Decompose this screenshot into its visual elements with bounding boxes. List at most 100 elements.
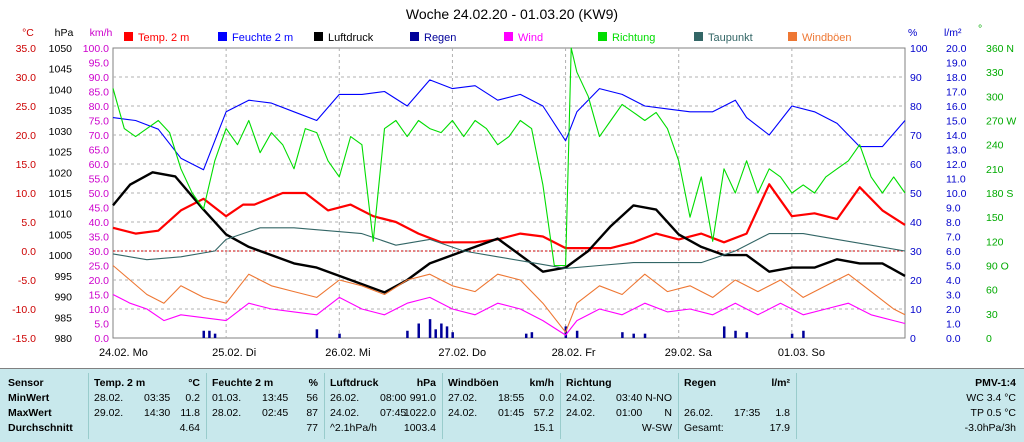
rain-axis-tick: 13.0 (946, 145, 967, 157)
stats-separator (796, 373, 797, 439)
direction-axis-tick: 120 (986, 236, 1004, 248)
rain-axis-tick: 10.0 (946, 188, 967, 200)
stats-rain-unit: l/m² (771, 377, 790, 389)
rain-bar (643, 333, 647, 338)
direction-axis-unit: ° (978, 23, 982, 35)
humidity-axis-tick: 90 (910, 72, 922, 84)
stats-rain-total-label: Gesamt: (684, 422, 724, 434)
stats-rain-header: Regen (684, 377, 717, 389)
speed-axis-tick: 10.0 (89, 304, 110, 316)
stats-sensor-header: Sensor (8, 377, 44, 389)
stats-col-gust: Windböen km/h 27.02. 18:55 0.0 24.02. 01:45 5… (444, 369, 558, 442)
chart-svg: Woche 24.02.20 - 01.03.20 (KW9) 35.0 30.0 2… (12, 6, 1016, 359)
series-line-taupunkt (112, 227, 906, 269)
legend-swatch (314, 32, 323, 41)
pressure-axis-unit: hPa (55, 27, 74, 39)
speed-axis-tick: 40.0 (89, 217, 110, 229)
stats-temp-unit: °C (188, 377, 200, 389)
speed-axis-tick: 100.0 (83, 43, 109, 55)
speed-axis-tick: 70.0 (89, 130, 110, 142)
temp-axis-tick: -15.0 (12, 333, 36, 345)
temp-axis-tick: 10.0 (16, 188, 37, 200)
stats-separator (206, 373, 207, 439)
temp-axis-tick: 5.0 (21, 217, 36, 229)
rain-bar (428, 319, 432, 338)
speed-axis-tick: 0.0 (94, 333, 109, 345)
rain-axis-tick: 14.0 (946, 130, 967, 142)
rain-bar (745, 332, 749, 338)
speed-axis-tick: 95.0 (89, 58, 110, 70)
speed-axis-tick: 30.0 (89, 246, 110, 258)
series-line-wind (112, 294, 906, 336)
x-tick-label: 25.02. Di (212, 347, 256, 359)
stats-gust-min-value: 0.0 (539, 392, 554, 404)
rain-axis-tick: 1.0 (946, 319, 961, 331)
rain-bar (417, 323, 420, 338)
pressure-axis-tick: 1045 (49, 64, 73, 76)
temp-axis-tick: 0.0 (21, 246, 36, 258)
stats-temp-avg-value: 4.64 (179, 422, 200, 434)
legend-swatch (124, 32, 133, 41)
speed-axis-tick: 90.0 (89, 72, 110, 84)
stats-temp-max-value: 11.8 (180, 407, 200, 419)
pressure-axis-tick: 995 (54, 271, 72, 283)
rain-bar (722, 326, 726, 338)
stats-separator (88, 373, 89, 439)
rain-axis-tick: 15.0 (946, 116, 967, 128)
stats-col-sensor: Sensor MinWert MaxWert Durchschnitt (0, 369, 86, 442)
rain-axis-tick: 0.0 (946, 333, 961, 345)
stats-pressure-min-date: 26.02. (330, 392, 360, 404)
stats-direction-min-date: 24.02. (566, 392, 596, 404)
stats-gust-min-time: 18:55 (498, 392, 525, 404)
stats-gust-min-date: 27.02. (448, 392, 478, 404)
stats-direction-min-value: N-NO (645, 392, 672, 404)
humidity-axis-tick: 0 (910, 333, 916, 345)
rain-axis-tick: 12.0 (946, 159, 967, 171)
legend-label: Temp. 2 m (138, 32, 189, 44)
legend-label: Regen (424, 32, 456, 44)
pressure-axis-tick: 1050 (49, 43, 73, 55)
temp-axis-tick: 25.0 (16, 101, 37, 113)
pressure-axis-tick: 1020 (49, 167, 73, 179)
stats-rain-max-time: 17:35 (734, 407, 761, 419)
rain-axis-unit: l/m² (944, 27, 962, 39)
humidity-axis-tick: 40 (910, 217, 922, 229)
stats-temp-max-date: 29.02. (94, 407, 124, 419)
rain-axis-tick: 20.0 (946, 43, 967, 55)
stats-humidity-min-date: 01.03. (212, 392, 242, 404)
stats-humidity-max-value: 87 (306, 407, 318, 419)
rain-bar (524, 333, 528, 338)
rain-bar (406, 330, 409, 338)
legend-swatch (504, 32, 513, 41)
stats-direction-max-time: 01:00 (616, 407, 643, 419)
stats-temp-header: Temp. 2 m (94, 377, 146, 389)
speed-axis-tick: 80.0 (89, 101, 110, 113)
series-line-windb-en (112, 265, 906, 333)
legend-swatch (598, 32, 607, 41)
rain-bar (575, 330, 579, 338)
temp-axis-tick: -5.0 (18, 275, 36, 287)
humidity-axis-tick: 100 (910, 43, 928, 55)
rain-axis-tick: 19.0 (946, 58, 967, 70)
legend-swatch (218, 32, 227, 41)
direction-axis-tick: 150 (986, 212, 1004, 224)
pressure-axis-tick: 1030 (49, 126, 73, 138)
stats-temp-max-time: 14:30 (144, 407, 171, 419)
stats-row-label-min: MinWert (8, 392, 50, 404)
direction-axis-tick: 30 (986, 309, 998, 321)
speed-axis-tick: 25.0 (89, 261, 110, 273)
stats-pmv-pressure-trend: -3.0hPa/3h (964, 422, 1016, 434)
stats-gust-unit: km/h (529, 377, 554, 389)
temp-axis-tick: 15.0 (16, 159, 37, 171)
direction-axis-tick: 330 (986, 67, 1004, 79)
stats-temp-min-value: 0.2 (185, 392, 200, 404)
legend-label: Feuchte 2 m (232, 32, 293, 44)
speed-axis-tick: 65.0 (89, 145, 110, 157)
direction-axis-tick: 180 S (986, 188, 1013, 200)
direction-axis-tick: 90 O (986, 261, 1009, 273)
direction-axis-tick: 270 W (986, 116, 1016, 128)
stats-rain-total-value: 17.9 (769, 422, 790, 434)
rain-axis-tick: 5.0 (946, 261, 961, 273)
x-tick-label: 26.02. Mi (325, 347, 370, 359)
series-line-feuchte-2-m (112, 79, 906, 171)
